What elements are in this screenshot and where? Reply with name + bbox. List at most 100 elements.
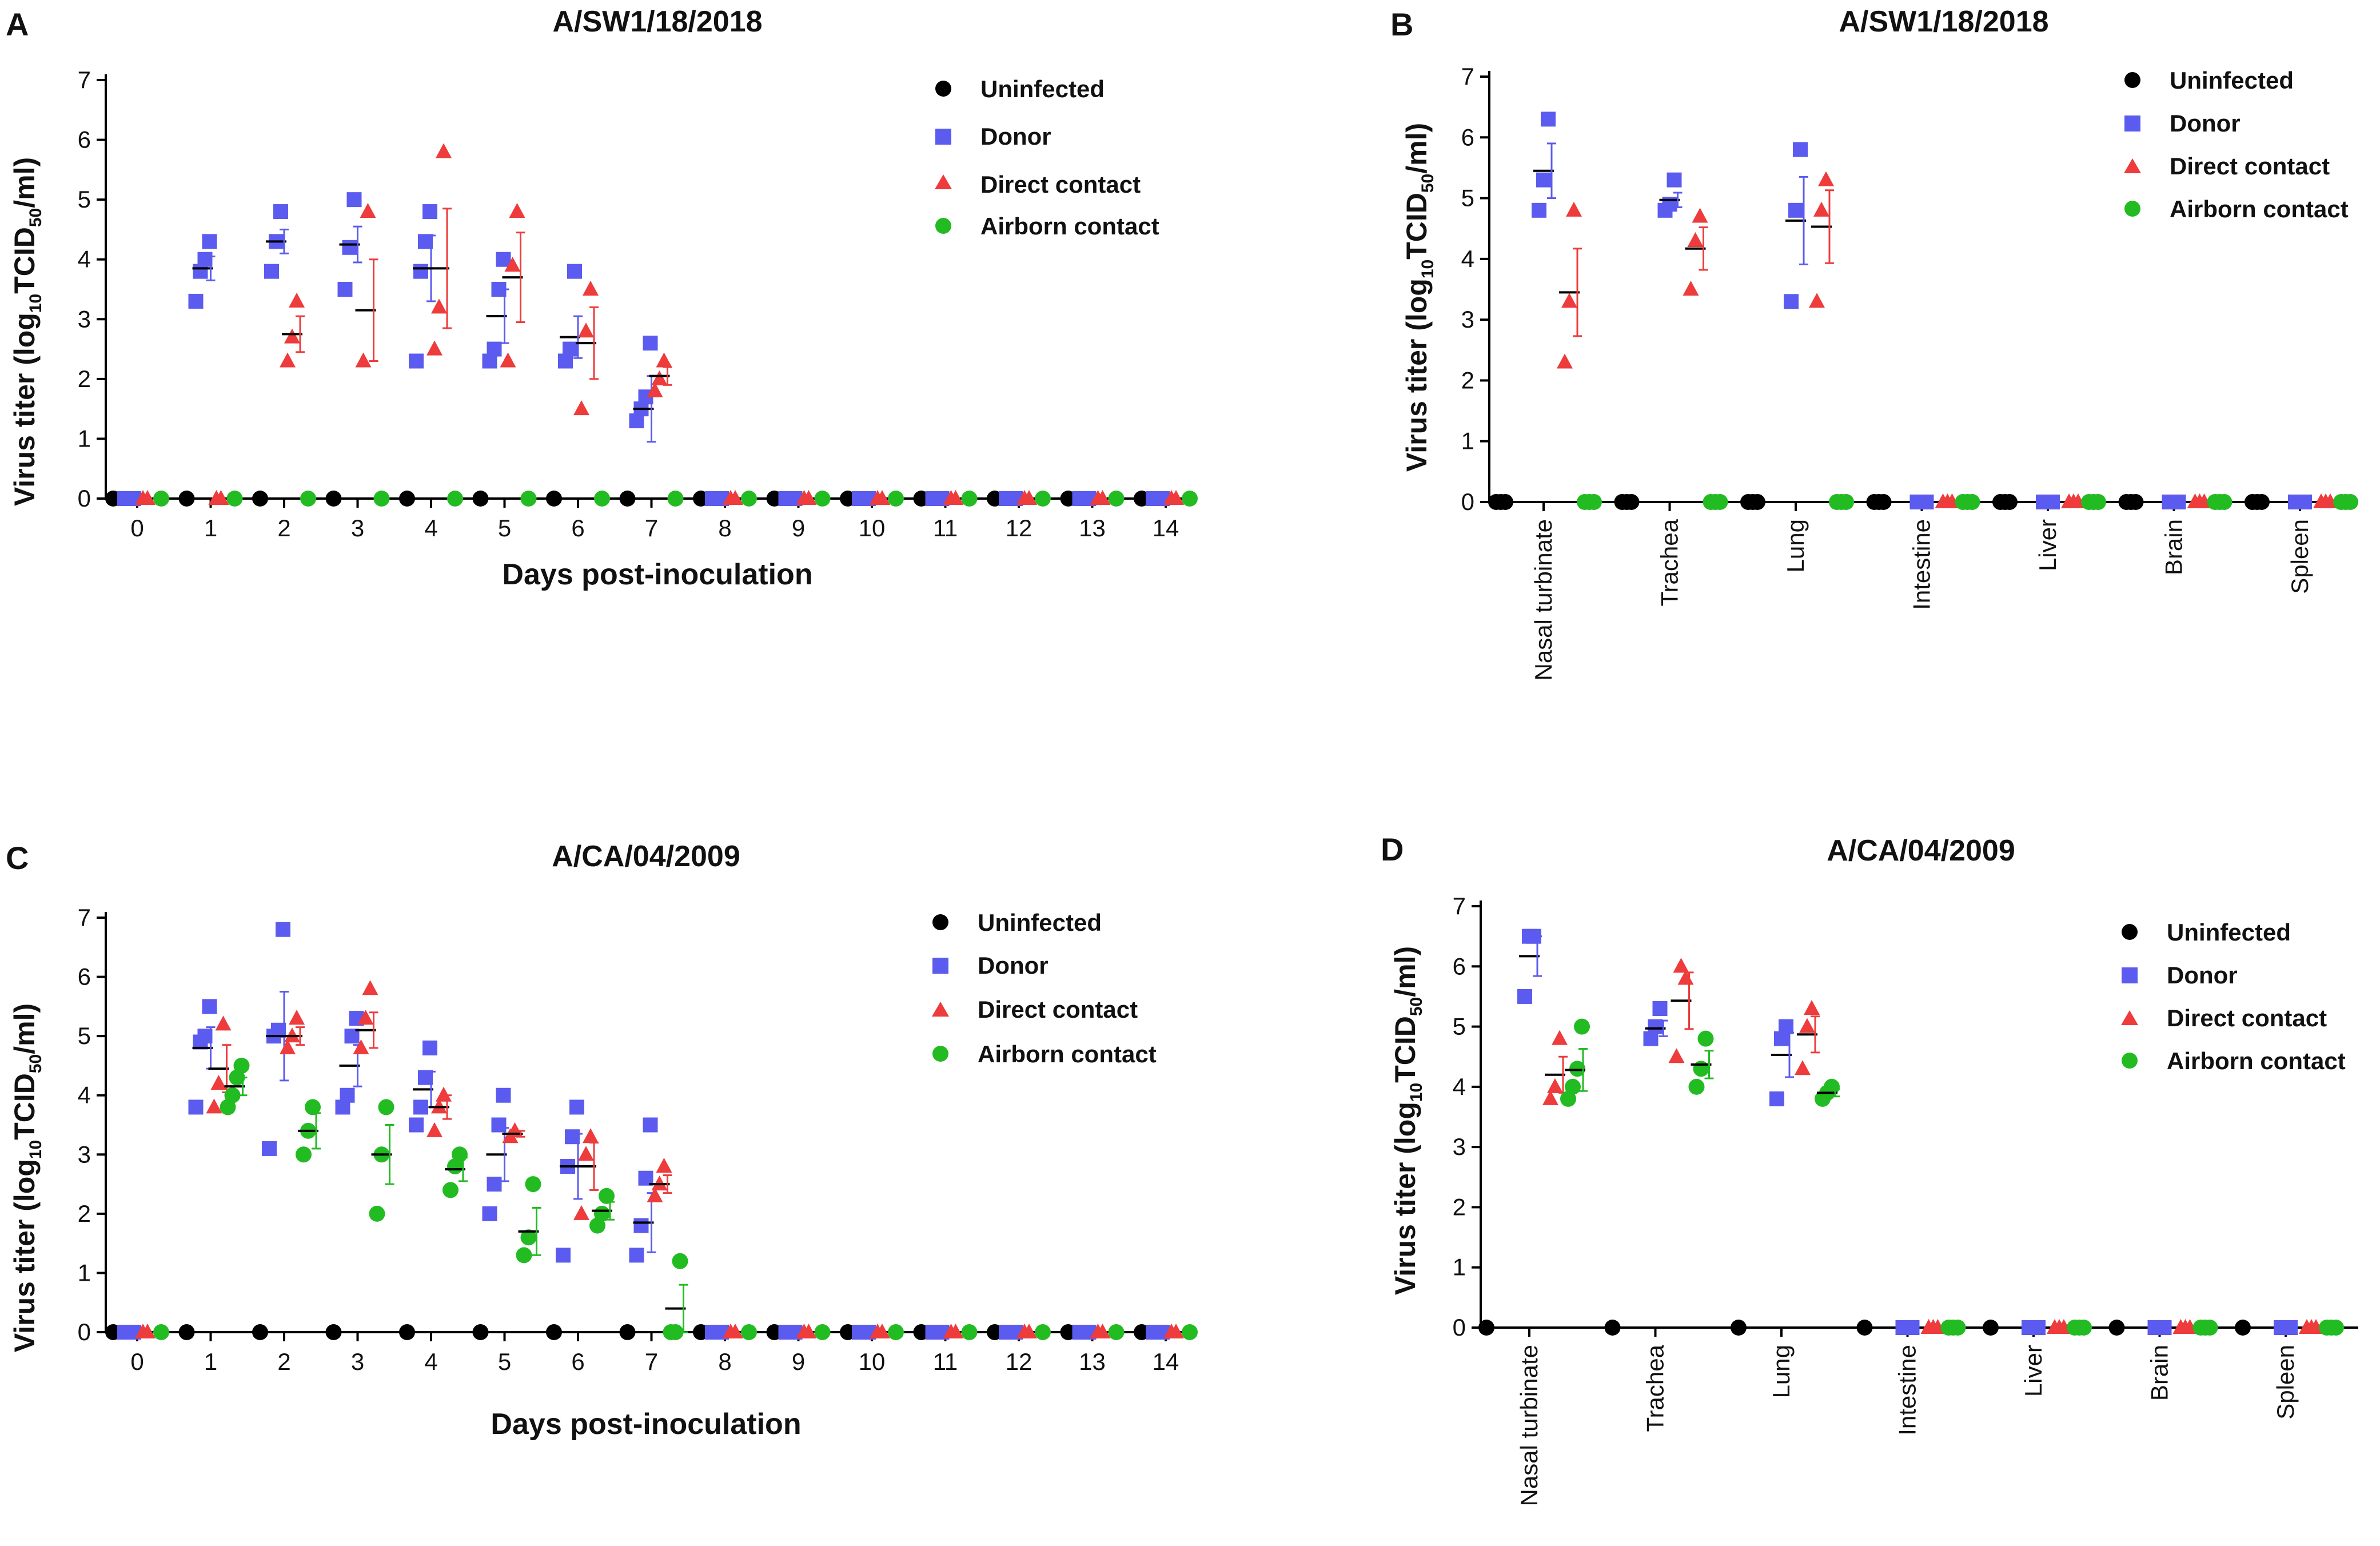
data-point	[289, 292, 305, 308]
legend-marker-airborne	[2122, 1053, 2138, 1069]
y-tick-label: 4	[78, 1082, 91, 1109]
data-point	[355, 352, 372, 368]
data-point	[262, 1141, 277, 1156]
legend-label-donor: Donor	[980, 123, 1051, 150]
y-tick-label: 5	[1461, 185, 1474, 212]
data-point	[436, 143, 452, 158]
data-point	[1731, 1320, 1747, 1336]
data-point	[1818, 171, 1834, 186]
data-point	[651, 370, 668, 385]
data-point	[2127, 494, 2144, 510]
data-point	[947, 1324, 964, 1338]
data-point	[472, 491, 489, 507]
x-tick-label: 11	[933, 1348, 958, 1375]
data-point	[1561, 293, 1577, 308]
data-point	[289, 1010, 305, 1025]
x-tick-label: 9	[792, 1348, 805, 1375]
panel-d-title: A/CA/04/2009	[1827, 834, 2015, 867]
x-tick-label: 8	[718, 1348, 731, 1375]
data-point	[1964, 494, 1980, 510]
data-point	[800, 1324, 817, 1338]
x-category-label: Spleen	[2272, 1345, 2299, 1420]
legend-marker-direct	[932, 1002, 949, 1017]
panel-c-y-axis-title: Virus titer (log10TCID50/ml)	[9, 1003, 45, 1352]
data-point	[1769, 1091, 1784, 1106]
data-point	[888, 491, 904, 507]
y-tick-label: 7	[78, 904, 91, 931]
data-point	[594, 491, 610, 507]
data-point	[1532, 202, 1546, 218]
x-tick-label: 5	[498, 515, 511, 541]
data-point	[280, 1039, 296, 1054]
legend-marker-uninfected	[932, 914, 948, 930]
series-donor	[1517, 929, 2298, 1335]
data-point	[1478, 1320, 1494, 1336]
x-tick-label: 13	[1079, 1348, 1106, 1375]
y-tick-label: 1	[78, 425, 91, 452]
x-category-label: Brain	[2146, 1345, 2173, 1401]
data-point	[447, 491, 463, 507]
x-category-label: Liver	[2020, 1345, 2047, 1397]
panel-d-letter: D	[1381, 831, 1404, 867]
data-point	[215, 1015, 232, 1031]
panel-a-letter: A	[6, 6, 29, 42]
data-point	[226, 491, 243, 507]
data-point	[178, 1324, 195, 1340]
data-point	[2216, 494, 2233, 510]
legend-marker-donor	[2124, 115, 2140, 132]
data-point	[1517, 989, 1532, 1004]
data-point	[422, 204, 437, 220]
legend-label-direct: Direct contact	[2170, 153, 2330, 180]
y-tick-label: 0	[1461, 488, 1474, 515]
data-point	[284, 328, 300, 344]
y-tick-label: 2	[1461, 366, 1474, 393]
legend-label-airborne: Airborn contact	[978, 1041, 1157, 1067]
data-point	[1813, 201, 1829, 217]
data-point	[2328, 1320, 2344, 1336]
y-tick-label: 6	[78, 963, 91, 990]
data-point	[1182, 1324, 1198, 1340]
data-point	[727, 490, 743, 505]
x-tick-label: 3	[351, 515, 364, 541]
data-point	[2342, 494, 2358, 510]
data-point	[378, 1099, 394, 1115]
x-tick-label: 14	[1153, 515, 1179, 541]
data-point	[276, 922, 290, 937]
panel-a-legend: Uninfected Donor Direct contact Airborn …	[935, 75, 1159, 240]
data-point	[139, 490, 156, 505]
data-point	[1687, 232, 1704, 247]
data-point	[496, 252, 511, 267]
data-point	[342, 240, 357, 255]
x-tick-label: 6	[571, 1348, 584, 1375]
data-point	[252, 1324, 268, 1340]
data-point	[874, 1324, 890, 1338]
data-point	[1566, 201, 1582, 217]
data-point	[422, 1040, 437, 1055]
panel-c-legend: Uninfected Donor Direct contact Airborn …	[932, 909, 1157, 1067]
data-point	[357, 1010, 374, 1025]
data-point	[629, 1248, 644, 1263]
data-point	[1875, 494, 1892, 510]
data-point	[1648, 1019, 1663, 1034]
data-point	[2202, 1320, 2218, 1336]
legend-label-direct: Direct contact	[978, 996, 1138, 1023]
data-point	[1168, 490, 1184, 505]
data-point	[431, 298, 447, 314]
series-donor	[117, 192, 1170, 506]
data-point	[1623, 494, 1640, 510]
panel-a-title: A/SW1/18/2018	[552, 5, 762, 38]
data-point	[1182, 491, 1198, 507]
data-point	[672, 1253, 688, 1269]
data-point	[2171, 495, 2186, 509]
x-tick-label: 0	[130, 515, 143, 541]
data-point	[413, 264, 428, 279]
legend-label-direct: Direct contact	[2167, 1005, 2327, 1031]
y-tick-label: 3	[1461, 306, 1474, 333]
data-point	[353, 1039, 369, 1054]
data-point	[741, 1324, 757, 1340]
data-point	[1784, 294, 1799, 309]
series-direct-contact	[135, 980, 1184, 1338]
data-point	[188, 1099, 204, 1115]
